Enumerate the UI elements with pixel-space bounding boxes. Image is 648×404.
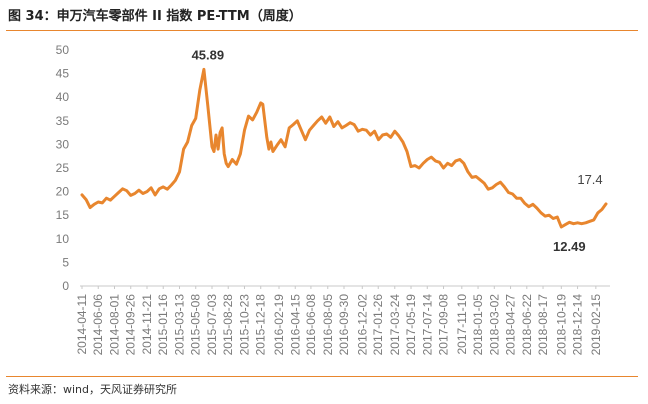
y-tick-label: 30 <box>56 137 70 151</box>
x-tick-label: 2015-10-23 <box>237 294 251 356</box>
x-tick-label: 2018-06-22 <box>520 294 534 356</box>
pe-ttm-line-chart: 0 5 10 15 20 25 30 35 40 45 50 2014-04-11 2014-06-0… <box>56 43 610 356</box>
y-tick-label: 5 <box>62 255 69 269</box>
x-tick-label: 2018-04-27 <box>504 294 518 356</box>
x-tick-label: 2018-08-17 <box>536 294 550 356</box>
x-tick-label: 2017-05-19 <box>404 294 418 356</box>
x-tick-label: 2018-10-19 <box>554 294 568 356</box>
x-tick-label: 2016-12-02 <box>355 294 369 356</box>
source-divider <box>6 376 638 377</box>
y-tick-label: 15 <box>56 208 70 222</box>
x-tick-label: 2017-01-26 <box>371 294 385 356</box>
x-tick-label: 2016-04-15 <box>288 294 302 356</box>
y-axis: 0 5 10 15 20 25 30 35 40 45 50 <box>56 43 70 293</box>
y-tick-label: 20 <box>56 185 70 199</box>
y-tick-label: 0 <box>62 279 69 293</box>
x-tick-label: 2014-09-26 <box>124 294 138 356</box>
y-tick-label: 45 <box>56 67 70 81</box>
x-tick-label: 2017-09-08 <box>437 294 451 356</box>
series-line-pe-ttm <box>80 67 608 229</box>
x-tick-label: 2014-11-21 <box>140 294 154 355</box>
y-tick-label: 10 <box>56 232 70 246</box>
x-tick-label: 2014-08-01 <box>107 294 121 356</box>
title-divider <box>6 30 638 31</box>
x-tick-label: 2016-06-08 <box>304 294 318 356</box>
x-tick-label: 2019-02-15 <box>589 294 603 356</box>
x-tick-label: 2016-08-05 <box>321 294 335 356</box>
data-label-3: 12.49 <box>553 239 586 254</box>
x-tick-label: 2017-07-14 <box>420 294 434 356</box>
x-tick-label: 2014-04-11 <box>75 294 89 355</box>
x-tick-label: 2015-07-03 <box>205 294 219 356</box>
x-tick-label: 2017-03-24 <box>388 294 402 356</box>
y-tick-label: 35 <box>56 114 70 128</box>
x-tick-label: 2018-12-14 <box>571 294 585 356</box>
x-axis: 2014-04-11 2014-06-06 2014-08-01 2014-09-26… <box>75 285 610 356</box>
annotations: 45.89 17.4 12.49 <box>192 47 603 254</box>
x-tick-label: 2015-01-16 <box>156 294 170 356</box>
plot-area <box>80 67 608 229</box>
x-tick-label: 2015-12-18 <box>254 294 268 356</box>
y-tick-label: 40 <box>56 90 70 104</box>
data-label-1: 45.89 <box>192 47 225 62</box>
x-tick-label: 2016-09-30 <box>337 294 351 356</box>
x-tick-label: 2016-02-19 <box>272 294 286 356</box>
chart-title: 图 34：申万汽车零部件 II 指数 PE-TTM（周度） <box>8 9 302 24</box>
x-tick-label: 2015-08-28 <box>221 294 235 356</box>
y-tick-label: 25 <box>56 161 70 175</box>
source-note: 资料来源：wind，天风证券研究所 <box>8 383 178 396</box>
x-tick-label: 2015-03-13 <box>172 294 186 356</box>
x-tick-label: 2014-06-06 <box>91 294 105 356</box>
x-tick-label: 2015-05-08 <box>189 294 203 356</box>
x-tick-label: 2018-01-05 <box>471 294 485 356</box>
x-tick-label: 2018-03-02 <box>487 294 501 356</box>
x-tick-label: 2017-11-10 <box>455 294 469 355</box>
y-tick-label: 50 <box>56 43 70 57</box>
data-label-2: 17.4 <box>577 172 602 187</box>
